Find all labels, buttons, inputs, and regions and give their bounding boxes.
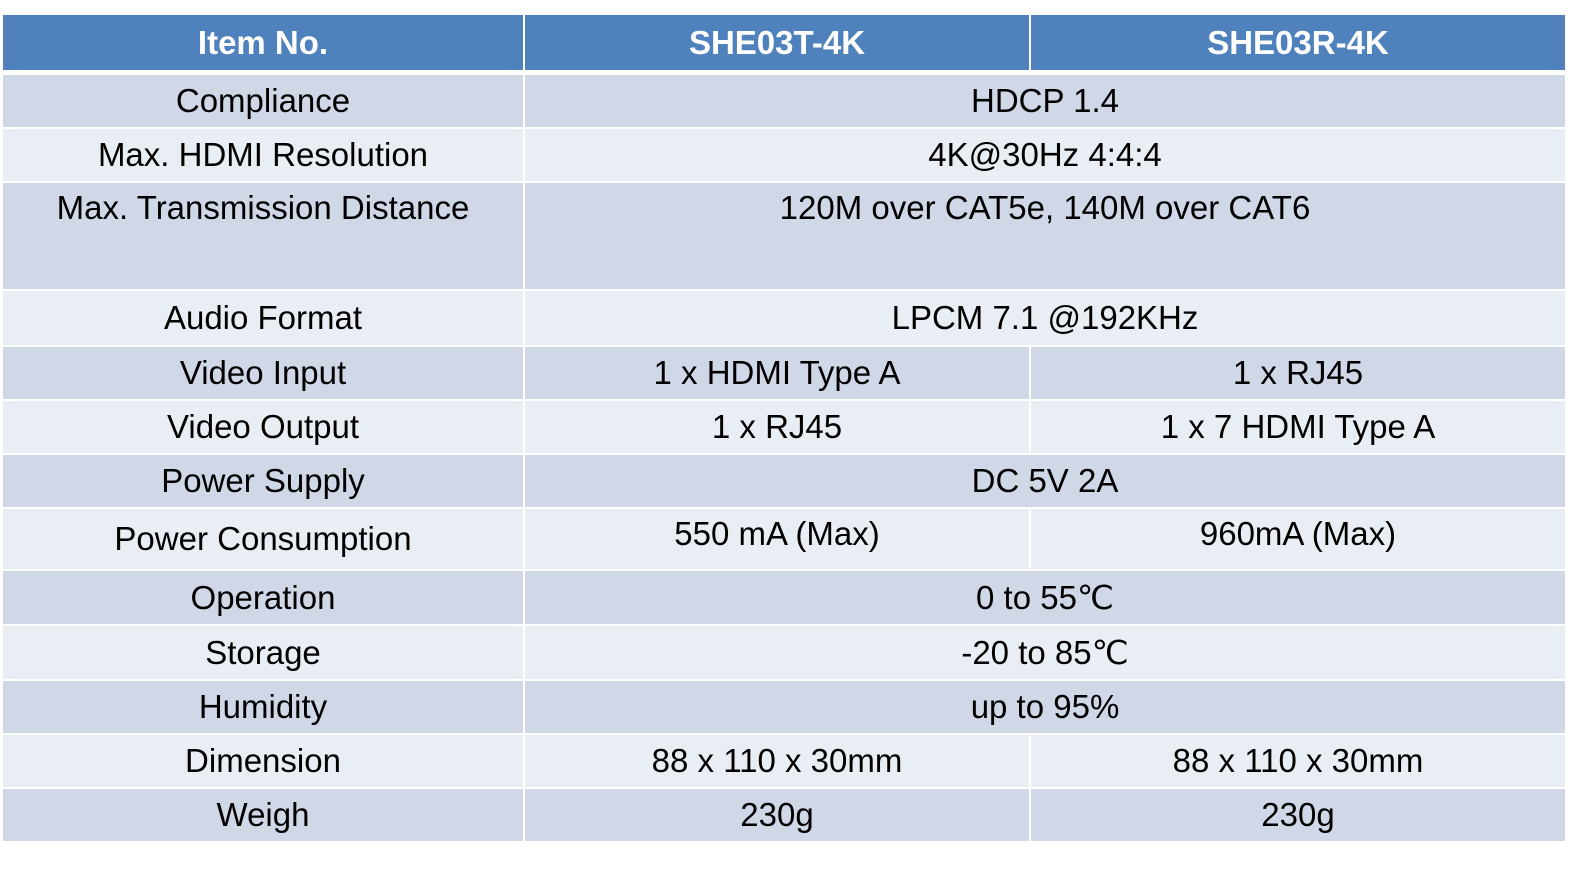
row-label: Dimension — [2, 734, 524, 788]
value-cell: 120M over CAT5e, 140M over CAT6 — [524, 182, 1566, 290]
row-label: Operation — [2, 570, 524, 625]
header-cell: SHE03T-4K — [524, 14, 1030, 74]
row-label: Max. Transmission Distance — [2, 182, 524, 290]
value-cell: up to 95% — [524, 680, 1566, 734]
value-cell: 1 x RJ45 — [1030, 346, 1566, 400]
row-label: Weigh — [2, 788, 524, 842]
row-label: Power Consumption — [2, 508, 524, 570]
value-cell: 4K@30Hz 4:4:4 — [524, 128, 1566, 182]
row-label: Storage — [2, 625, 524, 680]
row-label: Max. HDMI Resolution — [2, 128, 524, 182]
row-label: Compliance — [2, 74, 524, 128]
value-cell: 88 x 110 x 30mm — [1030, 734, 1566, 788]
value-cell: 230g — [1030, 788, 1566, 842]
row-label: Audio Format — [2, 290, 524, 346]
row-label: Video Input — [2, 346, 524, 400]
value-cell: 88 x 110 x 30mm — [524, 734, 1030, 788]
value-cell: -20 to 85℃ — [524, 625, 1566, 680]
value-cell: 230g — [524, 788, 1030, 842]
row-label: Humidity — [2, 680, 524, 734]
value-cell: 960mA (Max) — [1030, 508, 1566, 570]
value-cell: 1 x RJ45 — [524, 400, 1030, 454]
value-cell: DC 5V 2A — [524, 454, 1566, 508]
header-cell: SHE03R-4K — [1030, 14, 1566, 74]
header-cell: Item No. — [2, 14, 524, 74]
value-cell: 0 to 55℃ — [524, 570, 1566, 625]
value-cell: 1 x 7 HDMI Type A — [1030, 400, 1566, 454]
row-label: Video Output — [2, 400, 524, 454]
value-cell: HDCP 1.4 — [524, 74, 1566, 128]
row-label: Power Supply — [2, 454, 524, 508]
value-cell: LPCM 7.1 @192KHz — [524, 290, 1566, 346]
value-cell: 1 x HDMI Type A — [524, 346, 1030, 400]
value-cell: 550 mA (Max) — [524, 508, 1030, 570]
